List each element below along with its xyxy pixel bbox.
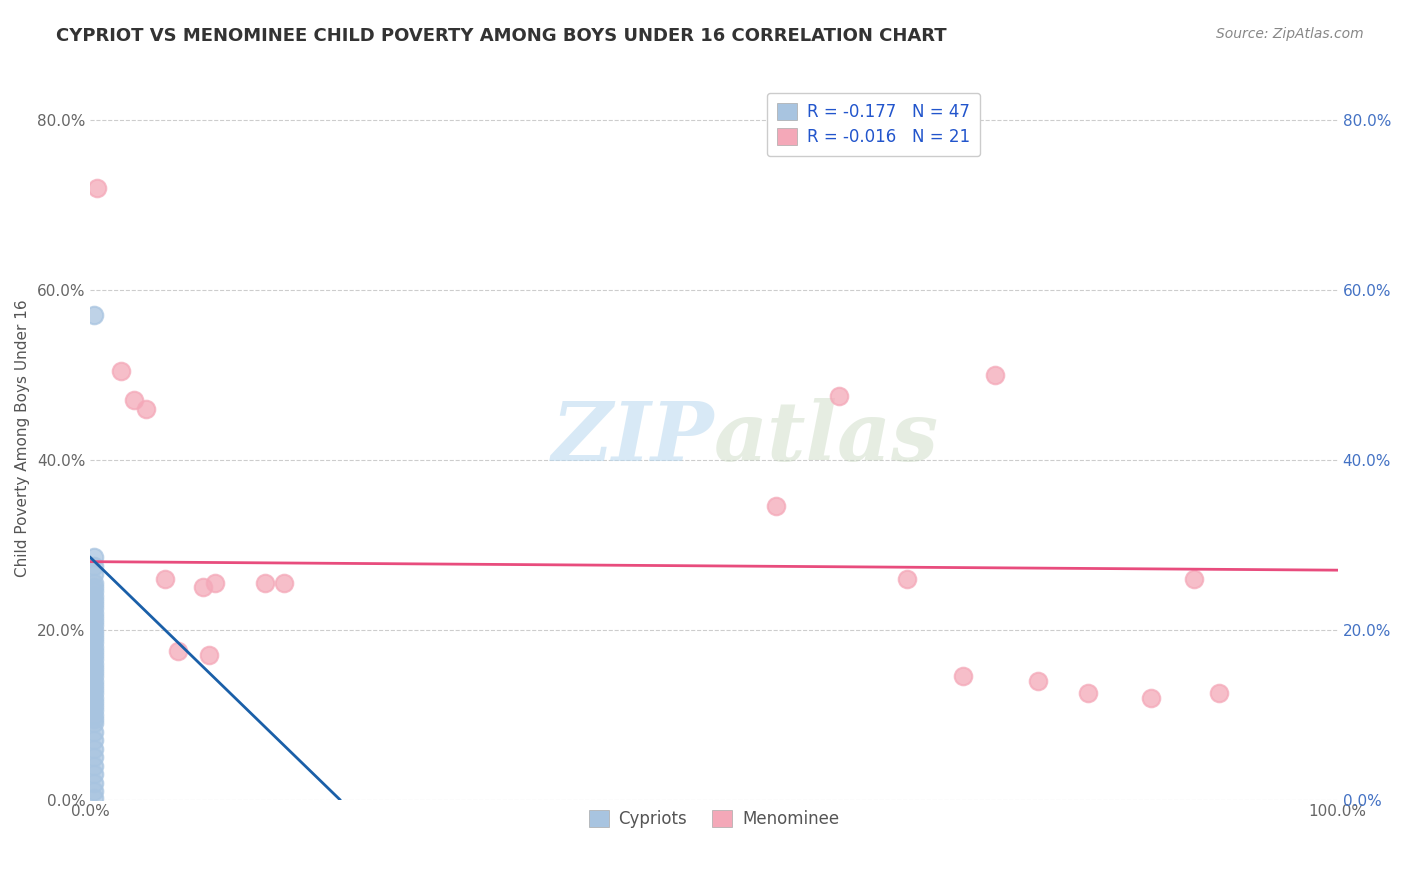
Point [253,575,276,590]
Point [83,741,105,756]
Point [204,575,226,590]
Point [83,644,105,658]
Point [83,601,105,615]
Point [83,699,105,714]
Point [83,657,105,671]
Point [273,575,295,590]
Point [83,703,105,717]
Point [83,695,105,709]
Point [83,733,105,747]
Point [83,767,105,781]
Point [198,648,221,662]
Point [83,584,105,599]
Point [83,550,105,565]
Point [83,648,105,662]
Point [86,181,108,195]
Point [83,716,105,731]
Point [83,631,105,645]
Point [83,712,105,726]
Point [83,678,105,692]
Point [1026,673,1049,688]
Point [83,707,105,722]
Point [83,614,105,628]
Point [83,724,105,739]
Point [135,401,157,416]
Text: Source: ZipAtlas.com: Source: ZipAtlas.com [1216,27,1364,41]
Point [122,393,145,408]
Point [83,567,105,582]
Point [83,597,105,611]
Legend: Cypriots, Menominee: Cypriots, Menominee [582,803,846,835]
Point [83,750,105,764]
Text: atlas: atlas [714,399,939,478]
Point [765,500,787,514]
Point [83,580,105,594]
Point [83,673,105,688]
Point [83,652,105,666]
Point [83,682,105,697]
Point [83,558,105,573]
Point [83,308,105,322]
Text: CYPRIOT VS MENOMINEE CHILD POVERTY AMONG BOYS UNDER 16 CORRELATION CHART: CYPRIOT VS MENOMINEE CHILD POVERTY AMONG… [56,27,946,45]
Point [83,593,105,607]
Point [952,669,974,683]
Point [1139,690,1161,705]
Point [83,627,105,641]
Point [1208,686,1230,700]
Point [191,580,214,594]
Point [83,669,105,683]
Point [83,575,105,590]
Point [83,686,105,700]
Point [896,572,918,586]
Point [110,363,132,377]
Point [83,640,105,654]
Point [983,368,1005,382]
Point [83,661,105,675]
Point [1182,572,1205,586]
Y-axis label: Child Poverty Among Boys Under 16: Child Poverty Among Boys Under 16 [15,300,30,577]
Point [83,758,105,772]
Point [1077,686,1099,700]
Point [83,589,105,603]
Point [153,572,176,586]
Point [83,665,105,679]
Point [828,389,851,403]
Point [83,623,105,637]
Point [166,644,188,658]
Point [83,635,105,649]
Text: ZIP: ZIP [551,399,714,478]
Point [83,610,105,624]
Point [83,606,105,620]
Point [83,775,105,789]
Point [83,790,105,805]
Point [83,690,105,705]
Point [83,618,105,632]
Point [83,784,105,798]
